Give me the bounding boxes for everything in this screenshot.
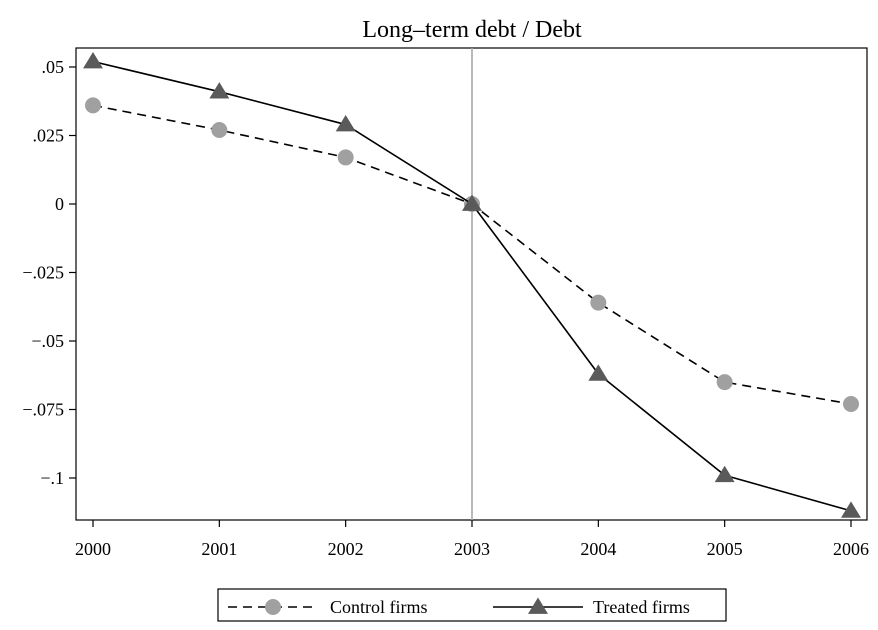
y-tick-label: −.075: [22, 400, 64, 420]
legend-label: Control firms: [330, 597, 428, 617]
legend-marker: [265, 599, 281, 615]
data-point: [841, 501, 861, 518]
x-tick-label: 2004: [580, 539, 616, 559]
legend-box: [217, 588, 727, 622]
legend: Control firms Treated firms: [217, 588, 727, 622]
legend-item: Control firms: [228, 597, 428, 617]
data-point: [335, 115, 356, 132]
y-tick-label: .025: [33, 126, 65, 146]
y-tick-label: 0: [55, 194, 64, 214]
x-tick-label: 2002: [328, 539, 364, 559]
x-tick-label: 2006: [833, 539, 869, 559]
x-tick-label: 2000: [75, 539, 111, 559]
x-tick-label: 2005: [707, 539, 743, 559]
data-point: [211, 122, 228, 139]
y-tick-label: −.025: [22, 263, 64, 283]
data-point: [83, 52, 103, 69]
data-point: [588, 364, 609, 381]
y-tick-label: −.1: [40, 468, 64, 488]
data-point: [714, 465, 735, 483]
legend-label: Treated firms: [593, 597, 690, 617]
data-point: [85, 97, 101, 114]
data-point: [590, 294, 607, 311]
legend-marker: [528, 597, 548, 614]
y-tick-label: .05: [42, 57, 65, 77]
legend-item: Treated firms: [493, 597, 690, 617]
series-layer: [83, 52, 861, 518]
y-tick-label: −.05: [31, 331, 64, 351]
data-point: [337, 149, 354, 166]
series-treated-firms: [83, 52, 861, 518]
data-point: [716, 374, 733, 391]
x-tick-label: 2003: [454, 539, 490, 559]
x-axis: 2000 2001 2002 2003 2004 2005 2006: [75, 520, 869, 559]
data-point: [843, 396, 859, 413]
data-point: [462, 194, 482, 211]
data-point: [209, 82, 230, 99]
x-tick-label: 2001: [201, 539, 237, 559]
chart-title: Long–term debt / Debt: [362, 17, 582, 43]
y-axis: .05 .025 0 −.025 −.05 −.075 −.1: [22, 57, 76, 488]
